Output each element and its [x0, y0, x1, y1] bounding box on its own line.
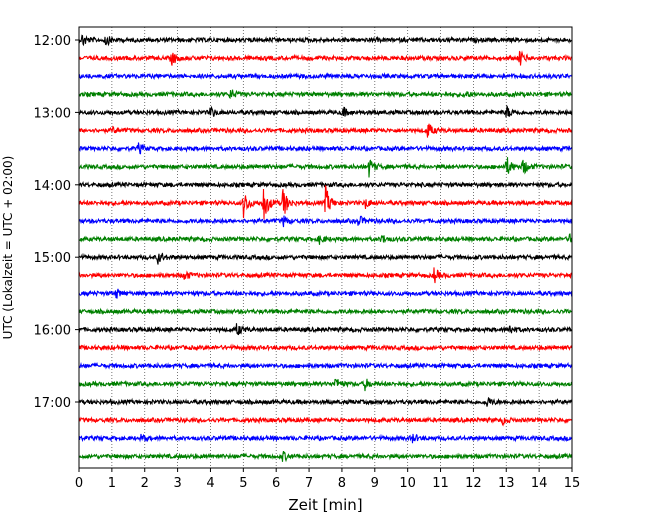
- trace-row-21: [78, 416, 573, 427]
- trace-row-11: [78, 233, 573, 245]
- seismic-traces: [78, 34, 573, 463]
- trace-row-20: [78, 396, 573, 407]
- x-tick-label: 12: [465, 476, 482, 491]
- y-axis-ticks: 12:00 13:00 14:00 15:00 16:00 17:00: [34, 34, 79, 411]
- x-tick-label: 4: [206, 476, 214, 491]
- trace-row-0: [78, 34, 573, 47]
- trace-row-18: [78, 361, 573, 370]
- y-tick-label: 12:00: [34, 34, 71, 49]
- trace-row-8: [78, 180, 573, 190]
- trace-row-14: [78, 288, 573, 299]
- x-tick-label: 15: [564, 476, 581, 491]
- trace-row-17: [78, 343, 573, 352]
- y-tick-label: 17:00: [34, 396, 71, 411]
- trace-row-16: [78, 323, 573, 336]
- x-axis-label: Zeit [min]: [288, 496, 362, 514]
- x-axis-ticks: 0 1 2 3 4 5 6 7 8 9 10 11 12 13 14 15: [75, 468, 580, 491]
- x-tick-label: 13: [498, 476, 515, 491]
- y-tick-label: 16:00: [34, 324, 71, 339]
- x-tick-label: 11: [432, 476, 449, 491]
- trace-row-23: [78, 450, 573, 463]
- y-tick-label: 14:00: [34, 179, 71, 194]
- x-tick-label: 14: [531, 476, 548, 491]
- x-tick-label: 6: [272, 476, 280, 491]
- x-tick-label: 2: [141, 476, 149, 491]
- trace-row-3: [78, 89, 573, 100]
- plot-frame: [78, 26, 573, 469]
- y-tick-label: 15:00: [34, 251, 71, 266]
- trace-row-19: [78, 378, 573, 392]
- trace-row-9: [78, 185, 573, 220]
- trace-row-1: [78, 50, 573, 66]
- trace-row-5: [78, 123, 573, 138]
- x-tick-label: 0: [75, 476, 83, 491]
- x-tick-label: 10: [399, 476, 416, 491]
- trace-row-7: [78, 157, 573, 178]
- trace-row-10: [78, 215, 573, 228]
- trace-row-15: [78, 307, 573, 316]
- x-tick-label: 9: [371, 476, 379, 491]
- trace-row-2: [78, 72, 573, 81]
- trace-row-6: [78, 142, 573, 155]
- trace-row-22: [78, 433, 573, 444]
- trace-row-13: [78, 267, 573, 284]
- x-tick-label: 3: [173, 476, 181, 491]
- x-tick-label: 5: [239, 476, 247, 491]
- x-tick-label: 8: [338, 476, 346, 491]
- y-axis-label: UTC (Lokalzeit = UTC + 02:00): [1, 156, 15, 340]
- x-tick-label: 7: [305, 476, 313, 491]
- y-tick-label: 13:00: [34, 106, 71, 121]
- trace-row-4: [78, 104, 573, 118]
- x-tick-label: 1: [108, 476, 116, 491]
- trace-row-12: [78, 252, 573, 265]
